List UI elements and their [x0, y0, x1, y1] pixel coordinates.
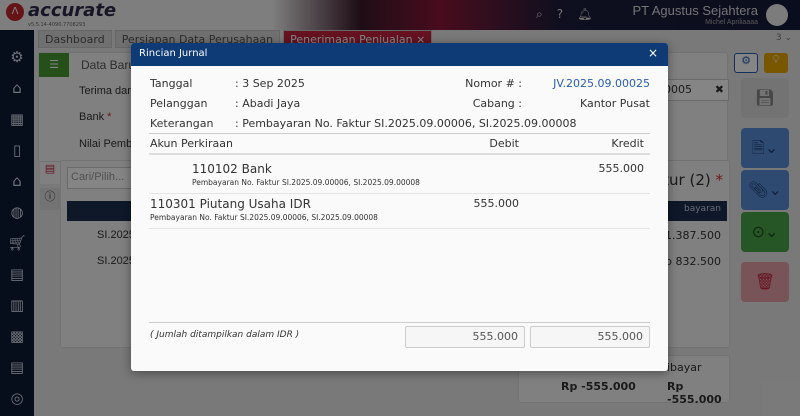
brand-name: accurate: [28, 0, 117, 21]
kredit-value: 555.000: [598, 162, 645, 175]
company-info[interactable]: PT Agustus Sejahtera Michel Apriliaaaa: [632, 3, 758, 27]
total-debit-field: 555.000: [405, 326, 525, 348]
search-input[interactable]: Cari/Pilih...: [67, 167, 137, 189]
clear-icon[interactable]: ✖: [714, 83, 724, 96]
avatar[interactable]: [766, 4, 788, 26]
nomor-label: Nomor # :: [465, 77, 522, 90]
toolbar-label: Data Baru: [81, 58, 136, 72]
debit-value: 555.000: [473, 197, 520, 210]
pelanggan-label: Pelanggan: [150, 97, 208, 110]
col-akun: Akun Perkiraan: [150, 137, 233, 150]
list-button[interactable]: ☰: [39, 53, 69, 77]
close-icon[interactable]: ×: [647, 46, 658, 60]
table-row[interactable]: SI.2025 -1.387.500: [97, 229, 721, 242]
analysis-icon[interactable]: ◎: [10, 389, 24, 407]
total-kredit-field: 555.000: [530, 326, 650, 348]
keterangan-label: Keterangan: [150, 117, 214, 130]
building-icon[interactable]: ▦: [9, 110, 25, 128]
tanggal-value: : 3 Sep 2025: [235, 77, 305, 90]
dialog-header: Rincian Jurnal ×: [131, 43, 668, 66]
account-note: Pembayaran No. Faktur SI.2025.09.00006, …: [150, 213, 378, 222]
nilai-label: Nilai Pemba: [79, 138, 139, 150]
bell-icon[interactable]: 🔔︎: [577, 7, 593, 21]
book-icon[interactable]: ▯: [12, 141, 22, 159]
sidebar: ⚙ ⌂ ▦ ▯ ⌂ ◍ 🛒︎ ▤ ▥ ▩ ▤ ◎: [0, 30, 34, 416]
terima-dari-label: Terima dari: [79, 85, 134, 97]
table-row[interactable]: SI.2025 Rp 832.500: [97, 255, 721, 268]
tanggal-label: Tanggal: [150, 77, 193, 90]
close-tab-icon[interactable]: ×: [416, 33, 426, 46]
pelanggan-value: : Abadi Jaya: [235, 97, 301, 110]
account-name: 110301 Piutang Usaha IDR: [150, 197, 311, 211]
col-kredit: Kredit: [611, 137, 644, 150]
help-icon[interactable]: ?: [556, 7, 564, 21]
warehouse-icon[interactable]: ⌂: [12, 172, 22, 190]
factory-icon[interactable]: ▥: [9, 296, 25, 314]
settings-icon[interactable]: ⚙: [10, 48, 24, 66]
cabang-value: Kantor Pusat: [580, 97, 650, 110]
cart-icon[interactable]: 🛒︎: [7, 234, 27, 252]
info-tab-icon[interactable]: ⓘ: [40, 188, 60, 210]
report-icon[interactable]: ▤: [9, 358, 25, 376]
cabang-label: Cabang :: [472, 97, 522, 110]
account-note: Pembayaran No. Faktur SI.2025.09.00006, …: [192, 178, 420, 187]
bank-label: Bank *: [79, 111, 112, 123]
col-debit: Debit: [489, 137, 519, 150]
tabs-more[interactable]: 3 ⌄: [775, 33, 792, 43]
account-name: 110102 Bank: [192, 162, 272, 176]
keterangan-value: : Pembayaran No. Faktur SI.2025.09.00006…: [235, 117, 577, 130]
nomor-link[interactable]: JV.2025.09.00025: [553, 77, 650, 90]
delete-button[interactable]: 🗑︎: [741, 262, 789, 302]
gear-button[interactable]: ⚙: [734, 53, 758, 73]
currency-note: ( Jumlah ditampilkan dalam IDR ): [150, 330, 300, 340]
version-text: v5.5.14-4090.7708293: [28, 22, 86, 28]
bag-icon[interactable]: ◍: [10, 203, 24, 221]
company-name: PT Agustus Sejahtera: [632, 3, 758, 18]
top-bar: Λ accurate v5.5.14-4090.7708293 ⌕ ? 🔔︎ P…: [0, 0, 800, 30]
dialog-title: Rincian Jurnal: [139, 48, 208, 59]
faktur-title: ktur (2) *: [654, 171, 723, 189]
more-button[interactable]: ⊙⌄: [741, 212, 789, 252]
document-button[interactable]: 🗎⌄: [741, 128, 789, 168]
tab-dashboard[interactable]: Dashboard: [38, 30, 112, 48]
inventory-icon[interactable]: ▩: [9, 327, 25, 345]
logo-icon: Λ: [6, 3, 24, 21]
accurate-logo: Λ accurate v5.5.14-4090.7708293: [6, 1, 146, 30]
rincian-jurnal-dialog: Rincian Jurnal × Tanggal : 3 Sep 2025 Pe…: [131, 43, 668, 371]
doc-tab-icon[interactable]: ▤: [40, 162, 60, 184]
search-icon[interactable]: ⌕: [536, 7, 543, 21]
attachment-button[interactable]: 📎︎⌄: [741, 170, 789, 210]
col-pembayaran: bayaran: [684, 204, 721, 214]
tab-label: Penerimaan Penjualan: [290, 33, 413, 46]
bank-icon[interactable]: ⌂: [12, 79, 22, 97]
save-button[interactable]: 💾︎: [741, 78, 789, 118]
lightbulb-button[interactable]: 💡︎: [764, 53, 788, 73]
user-name: Michel Apriliaaaa: [705, 19, 758, 26]
purchase-icon[interactable]: ▤: [9, 265, 25, 283]
